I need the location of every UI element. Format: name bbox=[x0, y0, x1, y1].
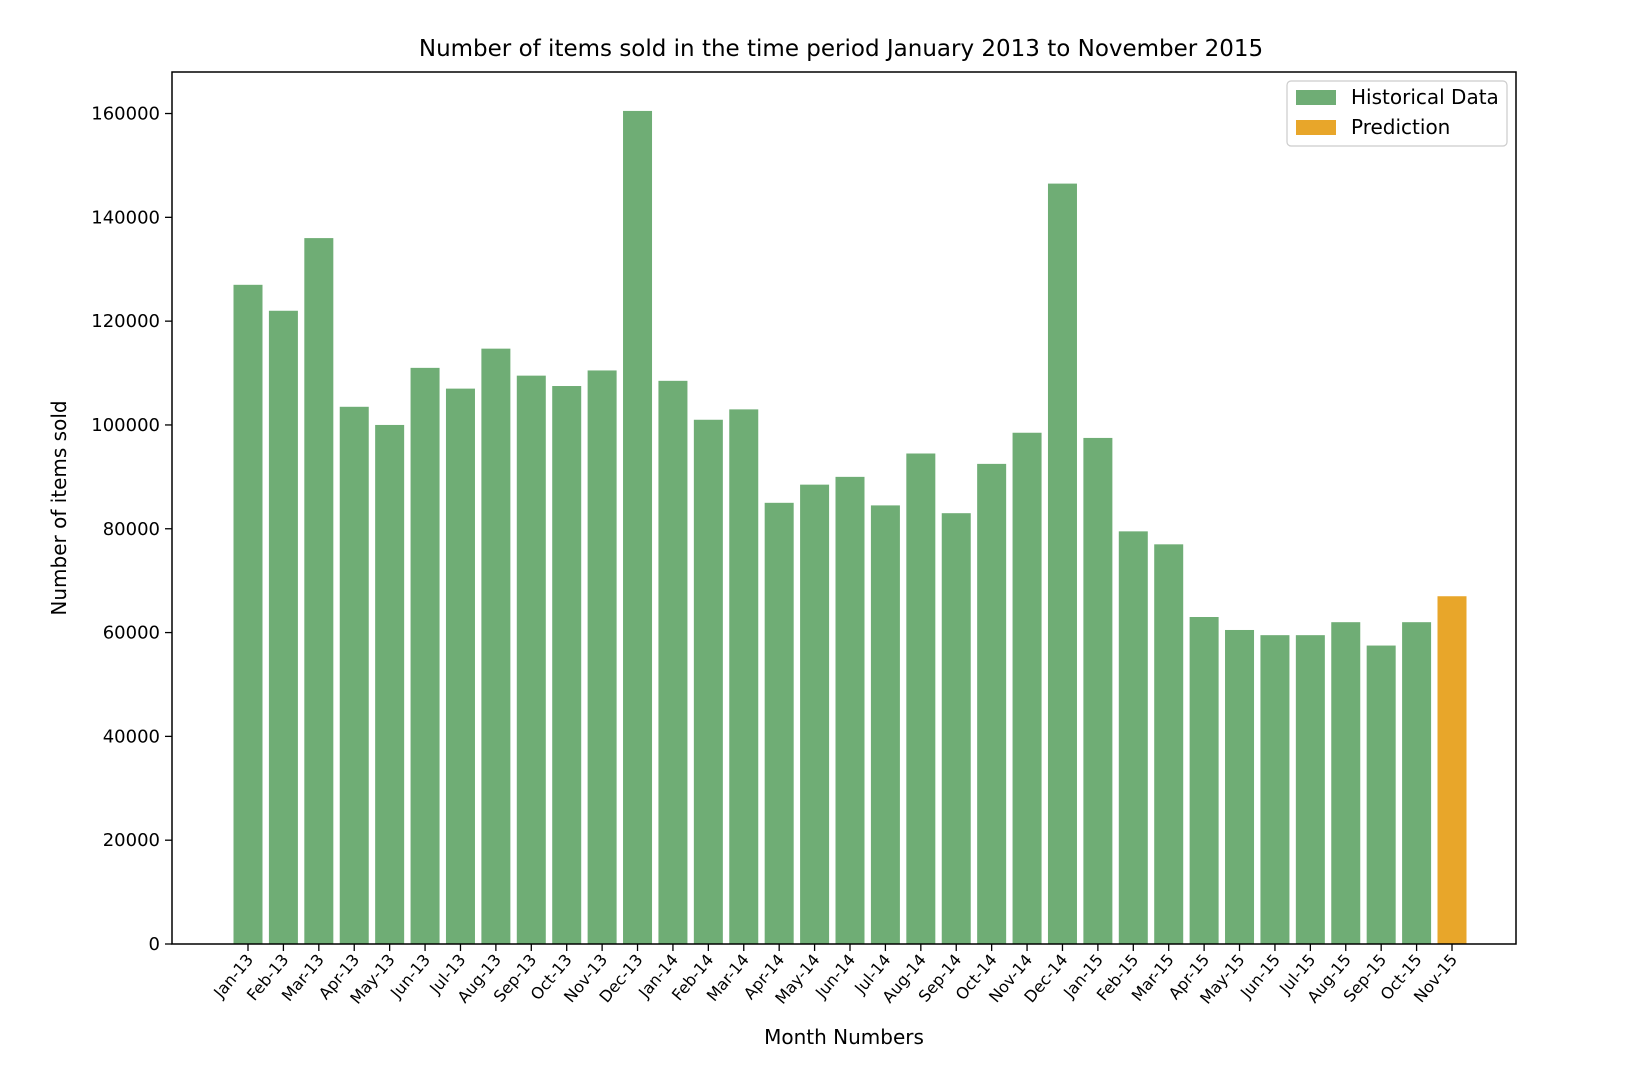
bar-historical-jul-13 bbox=[445, 388, 475, 944]
bar-historical-mar-15 bbox=[1154, 544, 1184, 944]
legend: Historical Data Prediction bbox=[1286, 80, 1508, 147]
chart-title: Number of items sold in the time period … bbox=[419, 36, 1263, 62]
bar-historical-feb-15 bbox=[1118, 531, 1148, 944]
bar-historical-dec-13 bbox=[623, 110, 653, 945]
bar-historical-apr-14 bbox=[764, 502, 794, 944]
bar-historical-sep-15 bbox=[1366, 645, 1396, 944]
y-axis-title: Number of items sold bbox=[47, 400, 71, 615]
bar-historical-mar-13 bbox=[304, 238, 334, 945]
bar-historical-oct-15 bbox=[1402, 622, 1432, 944]
legend-label-historical: Historical Data bbox=[1351, 85, 1499, 109]
bar-historical-jan-14 bbox=[658, 380, 688, 945]
legend-swatch-historical bbox=[1296, 90, 1336, 105]
y-tick-label: 100000 bbox=[91, 415, 160, 436]
bar-historical-jul-14 bbox=[870, 505, 900, 944]
bar-historical-feb-13 bbox=[268, 310, 298, 944]
x-axis-title: Month Numbers bbox=[764, 1025, 924, 1049]
bar-historical-sep-13 bbox=[516, 375, 546, 944]
y-tick-label: 140000 bbox=[91, 207, 160, 228]
y-axis: 0 20000 40000 60000 80000 100000 120000 140000 1… bbox=[91, 104, 172, 955]
plot-frame bbox=[171, 71, 1517, 945]
bar-historical-nov-13 bbox=[587, 370, 617, 944]
bar-historical-aug-14 bbox=[906, 453, 936, 944]
bar-historical-aug-15 bbox=[1331, 622, 1361, 944]
bar-historical-aug-13 bbox=[481, 348, 511, 944]
bar-prediction-nov-15 bbox=[1437, 596, 1467, 944]
bar-historical-oct-14 bbox=[977, 463, 1007, 944]
bar-historical-jul-15 bbox=[1295, 635, 1325, 944]
bar-historical-sep-14 bbox=[941, 513, 971, 944]
bar-historical-jun-14 bbox=[835, 476, 865, 944]
bar-historical-may-13 bbox=[375, 424, 405, 944]
bar-historical-apr-15 bbox=[1189, 617, 1219, 944]
bar-historical-oct-13 bbox=[552, 386, 582, 944]
bar-historical-jun-13 bbox=[410, 367, 440, 944]
bar-historical-feb-14 bbox=[693, 419, 723, 944]
bar-historical-dec-14 bbox=[1047, 183, 1077, 945]
bar-historical-may-14 bbox=[800, 484, 830, 944]
x-axis: Jan-13Feb-13Mar-13Apr-13May-13Jun-13Jul-… bbox=[209, 944, 1461, 1008]
legend-swatch-prediction bbox=[1296, 120, 1336, 135]
y-tick-label: 60000 bbox=[103, 623, 160, 644]
y-tick-label: 40000 bbox=[103, 726, 160, 747]
y-tick-label: 160000 bbox=[91, 104, 160, 125]
bar-historical-apr-13 bbox=[339, 406, 369, 944]
y-tick-label: 0 bbox=[149, 934, 160, 955]
bar-historical-jun-15 bbox=[1260, 635, 1290, 944]
y-tick-label: 80000 bbox=[103, 519, 160, 540]
bar-historical-mar-14 bbox=[729, 409, 759, 944]
bar-historical-nov-14 bbox=[1012, 432, 1042, 944]
legend-label-prediction: Prediction bbox=[1351, 115, 1450, 139]
y-tick-label: 20000 bbox=[103, 830, 160, 851]
bar-historical-may-15 bbox=[1225, 629, 1255, 944]
y-tick-label: 120000 bbox=[91, 311, 160, 332]
bars-layer bbox=[233, 110, 1467, 945]
legend-box bbox=[1286, 80, 1508, 147]
bar-historical-jan-13 bbox=[233, 284, 263, 944]
bar-historical-jan-15 bbox=[1083, 437, 1113, 944]
